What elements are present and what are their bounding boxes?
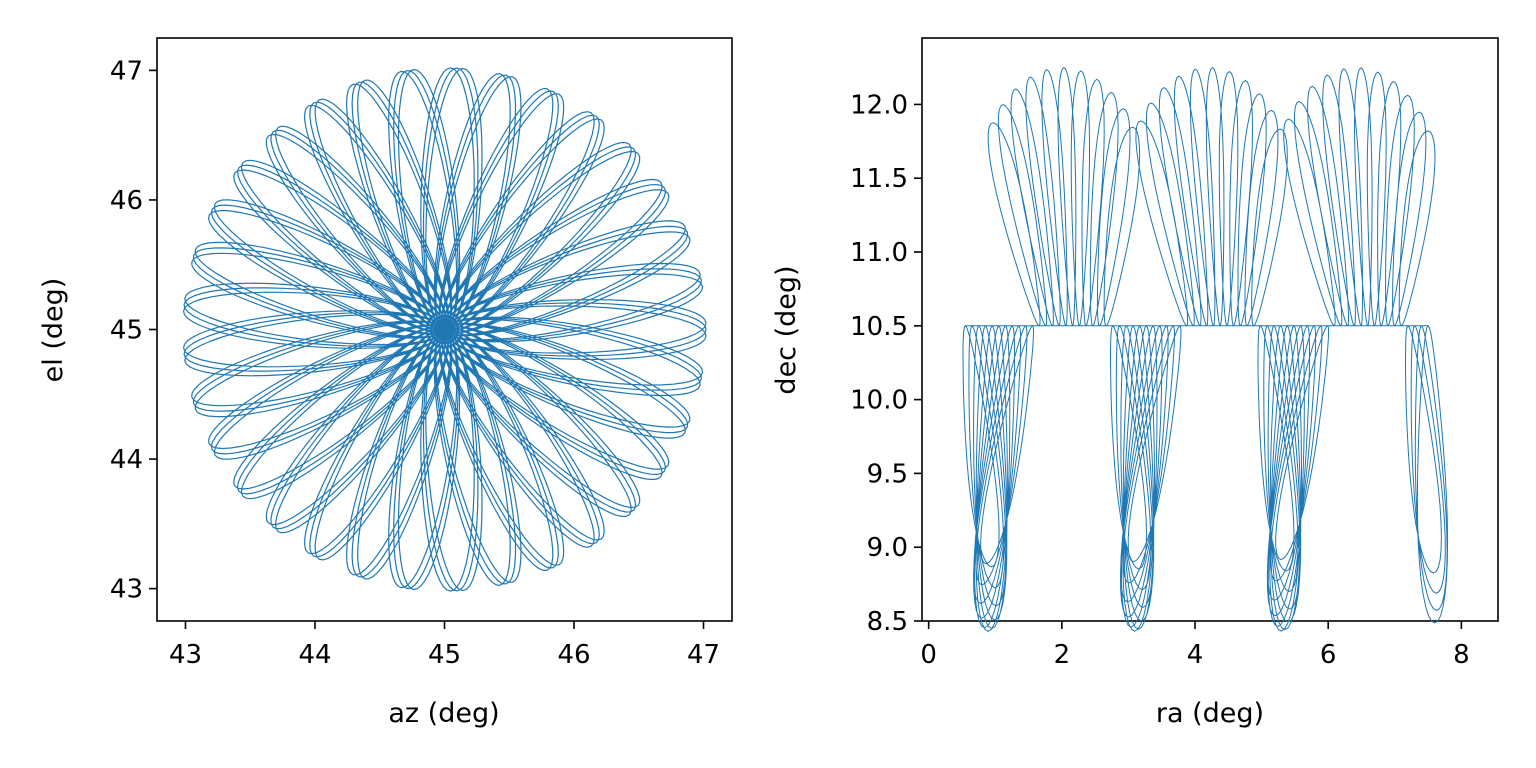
azel-scan-path [183, 67, 707, 592]
radec-x-axis-label: ra (deg) [1156, 698, 1264, 729]
y-tick-label: 45 [110, 316, 143, 346]
y-tick-label: 11.5 [850, 164, 908, 194]
x-tick-label: 2 [1054, 640, 1071, 670]
x-tick-label: 0 [920, 640, 937, 670]
x-tick-label: 8 [1453, 640, 1470, 670]
y-tick-label: 44 [110, 445, 143, 475]
radec-plot-frame [921, 37, 1499, 622]
y-tick-label: 11.0 [850, 238, 908, 268]
y-tick-label: 10.5 [850, 312, 908, 342]
azel-ticks: 43 44 45 46 47 43 44 45 46 47 [110, 56, 720, 670]
y-tick-label: 8.5 [867, 607, 908, 637]
x-tick-label: 6 [1320, 640, 1337, 670]
azel-x-axis-label: az (deg) [388, 698, 499, 729]
x-tick-label: 45 [428, 640, 461, 670]
y-tick-label: 12.0 [850, 90, 908, 120]
y-tick-label: 9.5 [867, 459, 908, 489]
y-tick-label: 9.0 [867, 533, 908, 563]
azel-panel: 43 44 45 46 47 43 44 45 46 47 az (deg) el (deg) [38, 37, 733, 729]
radec-scan-path [962, 67, 1449, 632]
x-tick-label: 44 [298, 640, 331, 670]
y-tick-label: 43 [110, 575, 143, 605]
x-tick-label: 47 [687, 640, 720, 670]
radec-panel: 0 2 4 6 8 8.5 9.0 9.5 10.0 10.5 11.0 11.5 12.0 ra (d… [771, 37, 1499, 729]
y-tick-label: 10.0 [850, 386, 908, 416]
radec-y-axis-label: dec (deg) [771, 265, 802, 394]
x-tick-label: 4 [1187, 640, 1204, 670]
azel-y-axis-label: el (deg) [38, 278, 69, 383]
radec-ticks: 0 2 4 6 8 8.5 9.0 9.5 10.0 10.5 11.0 11.5 12.0 [850, 90, 1470, 670]
y-tick-label: 47 [110, 56, 143, 86]
x-tick-label: 43 [169, 640, 202, 670]
y-tick-label: 46 [110, 186, 143, 216]
x-tick-label: 46 [557, 640, 590, 670]
